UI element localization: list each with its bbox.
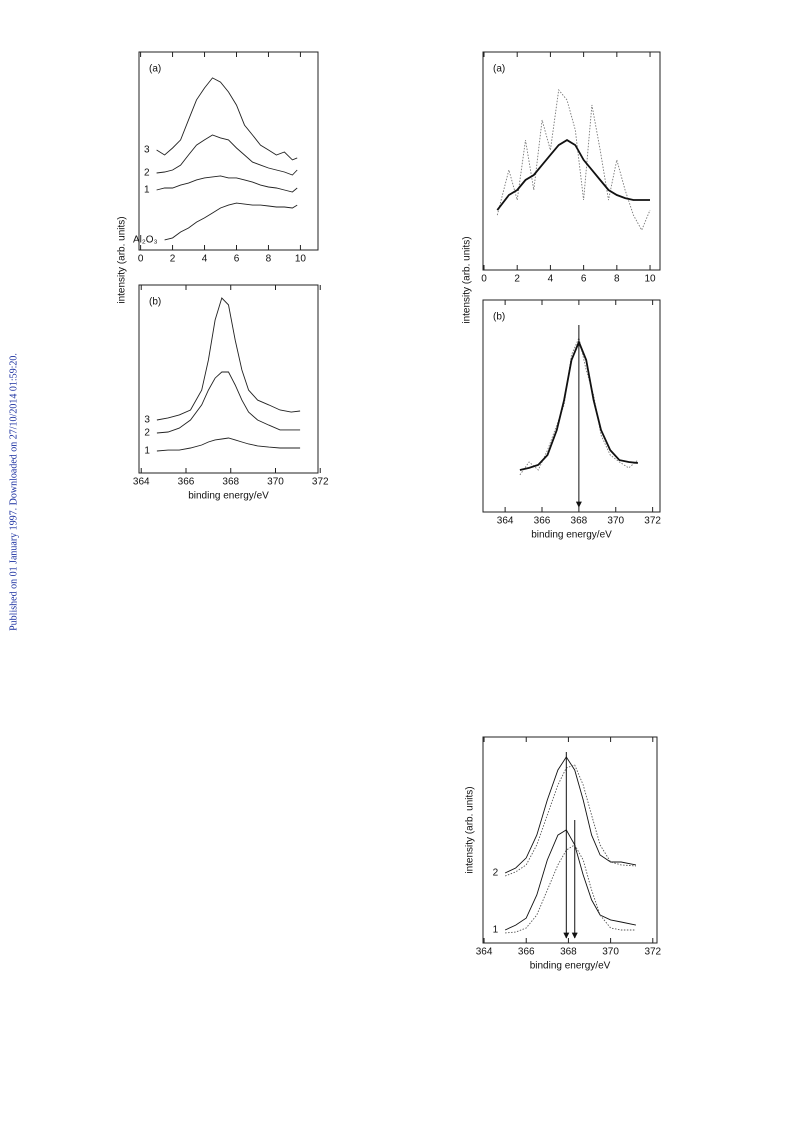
- curve-label: 2: [493, 868, 499, 879]
- data-line: [156, 437, 301, 452]
- x-tick-label: 366: [534, 516, 551, 527]
- panel-label: (b): [493, 312, 505, 323]
- curve-label: 3: [144, 415, 150, 426]
- x-tick-label: 8: [266, 254, 272, 265]
- curve-label: 2: [144, 428, 150, 439]
- data-line: [164, 202, 298, 241]
- x-tick-label: 4: [202, 254, 208, 265]
- x-tick-label: 366: [178, 477, 195, 488]
- x-tick-label: 372: [644, 947, 661, 958]
- x-tick-label: 6: [581, 274, 587, 285]
- x-tick-label: 370: [267, 477, 284, 488]
- data-line: [496, 139, 650, 211]
- y-axis-label: intensity (arb. units): [117, 216, 128, 303]
- x-tick-label: 368: [222, 477, 239, 488]
- curve-label: 1: [144, 446, 150, 457]
- data-line: [504, 764, 636, 877]
- x-axis-label: binding energy/eV: [530, 961, 611, 972]
- panel-label: (b): [149, 297, 161, 308]
- data-line: [504, 829, 636, 931]
- data-line: [505, 844, 636, 934]
- data-line: [504, 756, 636, 874]
- data-line: [156, 134, 298, 176]
- x-tick-label: 364: [476, 947, 493, 958]
- x-tick-label: 2: [514, 274, 520, 285]
- x-tick-label: 372: [312, 477, 329, 488]
- y-axis-label: intensity (arb. units): [465, 786, 476, 873]
- x-axis-label: binding energy/eV: [188, 491, 269, 502]
- curve-label: Al₂O₃: [133, 235, 158, 246]
- x-tick-label: 372: [644, 516, 661, 527]
- x-tick-label: 370: [607, 516, 624, 527]
- data-line: [496, 88, 651, 232]
- plot-frame: [138, 284, 319, 474]
- sidebar-note: Published on 01 January 1997. Downloaded…: [8, 353, 19, 631]
- data-line: [156, 297, 301, 421]
- data-line: [156, 77, 298, 161]
- x-tick-label: 6: [234, 254, 240, 265]
- curve-label: 1: [493, 925, 499, 936]
- x-tick-label: 364: [133, 477, 150, 488]
- x-tick-label: 4: [548, 274, 554, 285]
- x-tick-label: 364: [497, 516, 514, 527]
- plot-frame: [138, 51, 319, 251]
- x-tick-label: 10: [295, 254, 307, 265]
- plot-frame: [482, 299, 661, 513]
- x-tick-label: 368: [560, 947, 577, 958]
- panel-label: (a): [493, 64, 505, 75]
- data-line: [156, 175, 298, 193]
- x-tick-label: 0: [138, 254, 144, 265]
- curve-label: 3: [144, 145, 150, 156]
- y-axis-label: intensity (arb. units): [462, 236, 473, 323]
- x-tick-label: 0: [481, 274, 487, 285]
- x-tick-label: 370: [602, 947, 619, 958]
- x-tick-label: 366: [518, 947, 535, 958]
- x-tick-label: 2: [170, 254, 176, 265]
- data-line: [156, 371, 301, 434]
- x-tick-label: 368: [571, 516, 588, 527]
- plot-frame: [482, 736, 658, 944]
- curve-label: 2: [144, 168, 150, 179]
- x-tick-label: 10: [644, 274, 656, 285]
- panel-label: (a): [149, 64, 161, 75]
- x-tick-label: 8: [614, 274, 620, 285]
- curve-label: 1: [144, 185, 150, 196]
- plot-frame: [482, 51, 661, 271]
- x-axis-label: binding energy/eV: [531, 530, 612, 541]
